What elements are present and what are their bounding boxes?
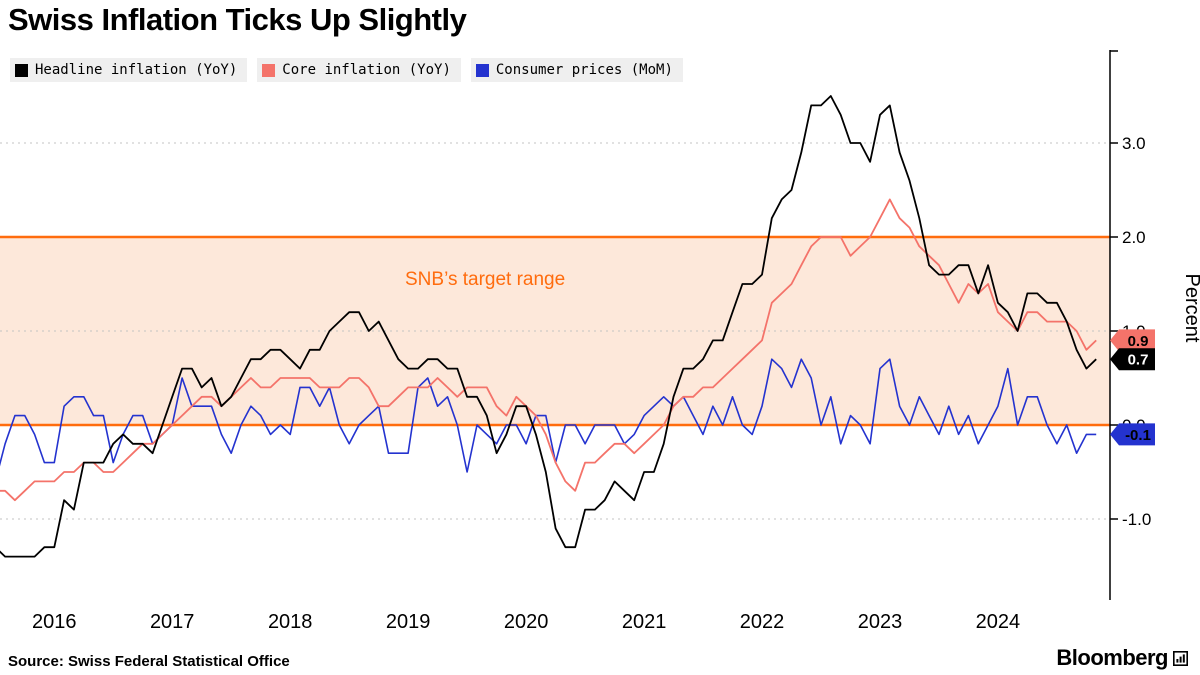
y-tick-label: -1.0 — [1122, 510, 1151, 529]
x-tick-label: 2022 — [740, 611, 785, 633]
core-last-value-badge — [1110, 329, 1155, 352]
chart-legend: Headline inflation (YoY) Core inflation … — [10, 58, 683, 82]
x-tick-label: 2020 — [504, 611, 549, 633]
x-tick-label: 2017 — [150, 611, 195, 633]
x-tick-label: 2024 — [976, 611, 1021, 633]
headline-swatch-icon — [15, 63, 28, 77]
x-tick-label: 2023 — [858, 611, 903, 633]
x-tick-label: 2016 — [32, 611, 77, 633]
x-tick-label: 2018 — [268, 611, 313, 633]
legend-item-core: Core inflation (YoY) — [257, 58, 461, 82]
y-tick-label: 3.0 — [1122, 134, 1146, 153]
legend-label-mom: Consumer prices (MoM) — [495, 62, 673, 78]
bloomberg-logo-text: Bloomberg — [1056, 645, 1168, 670]
headline-last-value-badge — [1110, 348, 1155, 371]
legend-item-mom: Consumer prices (MoM) — [470, 58, 683, 82]
mom-line — [0, 358, 1097, 473]
mom-last-value-label: -0.1 — [1125, 427, 1151, 444]
x-tick-label: 2019 — [386, 611, 431, 633]
legend-label-core: Core inflation (YoY) — [282, 62, 451, 78]
inflation-line-chart: SNB’s target range3.02.01.00.0-1.0Percen… — [0, 50, 1200, 633]
headline-line — [0, 95, 1097, 558]
y-axis-title: Percent — [1181, 274, 1200, 343]
core-last-value-label: 0.9 — [1128, 333, 1149, 350]
target-band-label: SNB’s target range — [405, 269, 565, 290]
source-note: Source: Swiss Federal Statistical Office — [8, 653, 290, 670]
headline-last-value-label: 0.7 — [1128, 352, 1149, 369]
x-tick-label: 2021 — [622, 611, 667, 633]
bloomberg-logo: Bloomberg — [1056, 645, 1188, 671]
mom-swatch-icon — [475, 63, 489, 77]
mom-last-value-badge — [1110, 423, 1155, 446]
y-tick-label: 2.0 — [1122, 228, 1146, 247]
legend-label-headline: Headline inflation (YoY) — [35, 62, 238, 78]
page-title: Swiss Inflation Ticks Up Slightly — [8, 2, 467, 37]
legend-item-headline: Headline inflation (YoY) — [10, 58, 248, 82]
core-line — [0, 198, 1097, 502]
bloomberg-logo-mark-icon — [1173, 650, 1188, 666]
core-swatch-icon — [262, 63, 276, 77]
